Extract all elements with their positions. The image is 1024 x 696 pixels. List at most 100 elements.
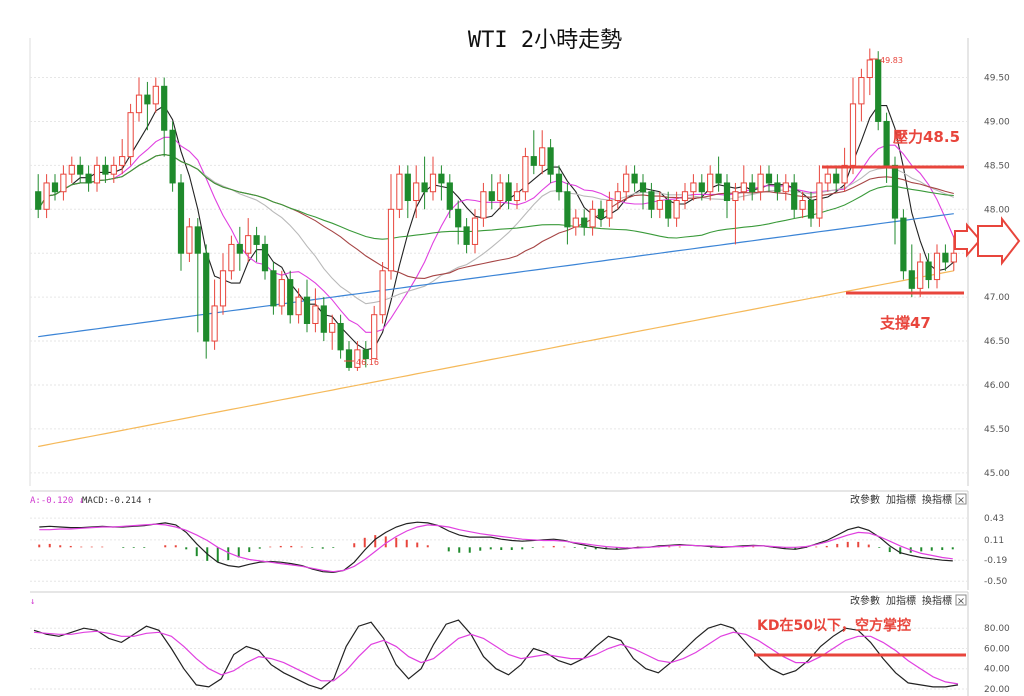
macd-tick-label: 0.11 xyxy=(984,536,1004,546)
candle-body xyxy=(808,201,813,219)
price-tick-label: 47.00 xyxy=(984,293,1010,303)
macd-axis-ticks: 0.43 0.11 -0.19 -0.50 xyxy=(984,514,1008,587)
candle-body xyxy=(523,157,528,192)
candle-body xyxy=(447,183,452,209)
candle-body xyxy=(624,174,629,192)
macd-change-params-button[interactable]: 改參數 xyxy=(850,493,880,506)
candle-body xyxy=(36,192,41,210)
candle-body xyxy=(741,183,746,192)
candle-body xyxy=(187,227,192,253)
candle-body xyxy=(598,209,603,218)
candle-body xyxy=(220,271,225,306)
candle-body xyxy=(867,60,872,78)
candle-body xyxy=(153,86,158,104)
candle-body xyxy=(246,236,251,254)
candle-body xyxy=(582,218,587,227)
close-icon: × xyxy=(957,495,965,506)
macd-dea-line xyxy=(39,524,953,572)
kd-d-line xyxy=(34,631,958,684)
candle-body xyxy=(733,192,738,201)
macd-header-left: A:-0.120 ↓ xyxy=(30,496,84,506)
candle-body xyxy=(817,183,822,218)
candle-body xyxy=(279,280,284,306)
arrow-right-icon xyxy=(955,225,980,255)
candle-body xyxy=(405,174,410,200)
candle-body xyxy=(321,306,326,332)
candle-body xyxy=(178,183,183,253)
candle-body xyxy=(716,174,721,183)
kd-switch-indicator-button[interactable]: 換指標 xyxy=(922,594,952,607)
candle-body xyxy=(892,165,897,218)
candle-body xyxy=(388,209,393,270)
price-tick-label: 46.00 xyxy=(984,381,1010,391)
candle-body xyxy=(792,183,797,209)
candle-body xyxy=(271,271,276,306)
candle-body xyxy=(640,183,645,192)
macd-tick-label: 0.43 xyxy=(984,514,1004,524)
candle-body xyxy=(657,201,662,210)
macd-add-indicator-button[interactable]: 加指標 xyxy=(886,493,916,506)
kd-axis-ticks: 80.0060.0040.0020.00 xyxy=(984,624,1010,695)
candle-body xyxy=(708,174,713,192)
candle-body xyxy=(775,183,780,192)
price-tick-label: 45.50 xyxy=(984,425,1010,435)
arrow-right-large-icon xyxy=(978,219,1019,263)
candle-body xyxy=(288,280,293,315)
candle-body xyxy=(237,244,242,253)
kd-close-button[interactable]: × xyxy=(956,595,966,607)
candle-body xyxy=(556,174,561,192)
candle-body xyxy=(884,121,889,165)
candle-body xyxy=(607,201,612,219)
candle-body xyxy=(943,253,948,262)
candle-body xyxy=(145,95,150,104)
candle-body xyxy=(229,244,234,270)
candle-body xyxy=(514,192,519,201)
candle-body xyxy=(44,183,49,209)
candle-body xyxy=(330,323,335,332)
macd-close-button[interactable]: × xyxy=(956,494,966,506)
kd-panel: ↓ 80.0060.0040.0020.00 KD在50以下，空方掌控 改參數 … xyxy=(30,594,1010,695)
candle-body xyxy=(540,148,545,166)
candle-body xyxy=(489,192,494,201)
candle-body xyxy=(632,174,637,183)
candle-body xyxy=(750,183,755,192)
price-tick-label: 45.00 xyxy=(984,469,1010,479)
macd-header-right: MACD:-0.214 ↑ xyxy=(82,496,152,506)
candle-body xyxy=(111,165,116,174)
kd-add-indicator-button[interactable]: 加指標 xyxy=(886,594,916,607)
macd-panel: A:-0.120 ↓ MACD:-0.214 ↑ 0.43 0.11 -0.19 -0… xyxy=(30,493,1008,587)
candle-body xyxy=(909,271,914,289)
candle-body xyxy=(951,253,956,262)
candle-body xyxy=(136,95,141,113)
candle-body xyxy=(724,183,729,201)
price-tick-label: 46.50 xyxy=(984,337,1010,347)
macd-switch-indicator-button[interactable]: 換指標 xyxy=(922,493,952,506)
candle-body xyxy=(162,86,167,130)
kd-tick-label: 40.00 xyxy=(984,665,1010,675)
candle-body xyxy=(691,183,696,192)
ma120-line xyxy=(38,214,954,337)
candle-body xyxy=(934,253,939,279)
macd-histogram xyxy=(39,535,953,562)
candle-body xyxy=(338,323,343,349)
candle-body xyxy=(615,192,620,201)
macd-gridlines xyxy=(30,518,968,581)
candle-body xyxy=(422,183,427,192)
candle-body xyxy=(783,183,788,192)
candle-body xyxy=(195,227,200,253)
candle-body xyxy=(69,165,74,174)
kd-tick-label: 80.00 xyxy=(984,624,1010,634)
candle-body xyxy=(666,201,671,219)
candle-body xyxy=(758,174,763,192)
candle-body xyxy=(850,104,855,165)
kd-gridlines xyxy=(30,628,968,689)
candle-body xyxy=(78,165,83,174)
candle-body xyxy=(859,78,864,104)
candle-body xyxy=(876,60,881,121)
candle-body xyxy=(254,236,259,245)
high-marker: 49.83 xyxy=(870,56,903,65)
candle-body xyxy=(825,174,830,183)
kd-change-params-button[interactable]: 改參數 xyxy=(850,594,880,607)
candle-body xyxy=(120,157,125,166)
